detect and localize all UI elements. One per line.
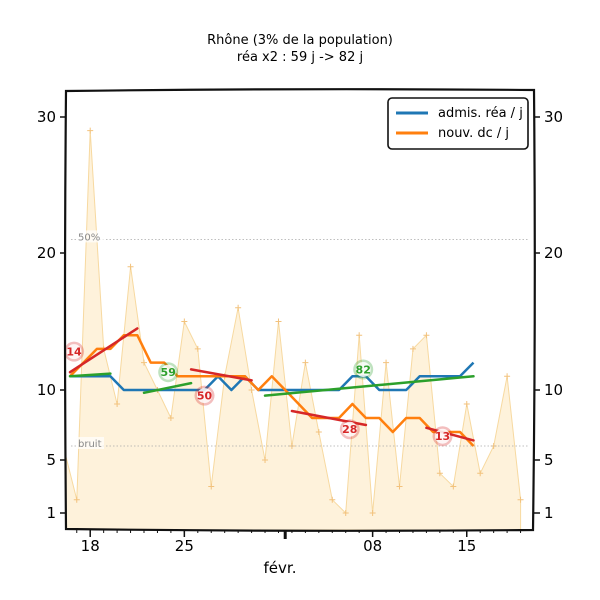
raw-point bbox=[409, 345, 416, 352]
raw-point bbox=[369, 510, 376, 516]
raw-point bbox=[477, 470, 484, 477]
x-tick-label: 18 bbox=[81, 537, 100, 555]
y-tick-label-left: 20 bbox=[37, 244, 56, 262]
y-tick-label-right: 10 bbox=[544, 381, 563, 399]
y-tick-label-left: 5 bbox=[46, 451, 56, 469]
raw-point bbox=[517, 496, 524, 503]
trend-line bbox=[189, 368, 253, 382]
badge-circle-inner bbox=[160, 364, 176, 380]
badge-label: 13 bbox=[435, 430, 450, 443]
raw-point bbox=[127, 263, 134, 270]
y-tick-label-right: 20 bbox=[544, 244, 563, 262]
badge-circle-inner bbox=[355, 361, 371, 377]
raw-area bbox=[66, 130, 522, 530]
x-tick-label: 25 bbox=[175, 537, 194, 555]
raw-point bbox=[181, 318, 188, 325]
legend-label: nouv. dc / j bbox=[438, 126, 509, 141]
plot-frame bbox=[63, 88, 536, 532]
y-tick-label-left: 10 bbox=[37, 381, 56, 399]
x-tick-label: 08 bbox=[363, 537, 382, 555]
raw-point bbox=[396, 483, 403, 490]
badge-label: 82 bbox=[356, 363, 371, 376]
raw-point bbox=[356, 332, 363, 339]
raw-point bbox=[436, 470, 443, 477]
chart-title: Rhône (3% de la population) bbox=[207, 33, 393, 48]
raw-point bbox=[342, 510, 349, 516]
trend-line bbox=[425, 426, 475, 442]
badge-label: 59 bbox=[161, 366, 176, 379]
raw-point bbox=[275, 318, 282, 325]
badge-label: 50 bbox=[197, 390, 213, 403]
legend: admis. réa / j nouv. dc / j bbox=[387, 97, 529, 150]
legend-label: admis. réa / j bbox=[438, 106, 523, 121]
raw-point bbox=[208, 483, 215, 490]
trend-line bbox=[142, 381, 193, 395]
series-line-nouv-dc bbox=[69, 333, 475, 447]
raw-point bbox=[450, 483, 457, 490]
raw-point bbox=[167, 415, 174, 421]
reference-label-bg bbox=[76, 437, 104, 449]
raw-point bbox=[423, 332, 430, 339]
y-tick-label-left: 1 bbox=[46, 504, 56, 522]
badge-circle-inner bbox=[342, 421, 358, 437]
reference-label-bg bbox=[76, 230, 104, 243]
reference-label: bruit bbox=[78, 439, 102, 450]
raw-point bbox=[194, 345, 201, 352]
raw-point bbox=[248, 387, 255, 393]
raw-point bbox=[302, 359, 309, 366]
raw-point bbox=[329, 496, 336, 503]
raw-point bbox=[504, 373, 511, 380]
raw-point bbox=[383, 359, 390, 366]
trend-line bbox=[68, 327, 139, 374]
y-tick-label-left: 30 bbox=[37, 108, 56, 126]
badge-circle-inner bbox=[435, 428, 451, 444]
badge-circle-inner bbox=[66, 344, 82, 360]
raw-point bbox=[463, 401, 470, 407]
raw-point bbox=[315, 429, 322, 435]
y-tick-label-right: 1 bbox=[544, 504, 554, 522]
raw-point bbox=[141, 359, 147, 366]
raw-point bbox=[87, 127, 94, 134]
badge-label: 28 bbox=[342, 423, 357, 436]
reference-label: 50% bbox=[78, 232, 100, 243]
legend-box bbox=[387, 97, 529, 150]
x-tick-label: 15 bbox=[457, 537, 476, 555]
trend-line bbox=[290, 409, 368, 427]
series-line-admis-rea bbox=[70, 361, 475, 392]
raw-point bbox=[73, 496, 80, 503]
x-axis-label: févr. bbox=[264, 559, 297, 577]
raw-point bbox=[235, 304, 242, 311]
badge-circle-inner bbox=[197, 388, 213, 404]
y-tick-label-right: 30 bbox=[544, 108, 563, 126]
badge-label: 14 bbox=[66, 346, 82, 359]
raw-point bbox=[114, 401, 121, 407]
raw-point bbox=[262, 457, 269, 463]
trend-line bbox=[263, 375, 475, 397]
trend-line bbox=[68, 372, 112, 378]
plot-area: 50% bruit 14 59 50 28 82 13 bbox=[66, 127, 529, 530]
y-tick-label-right: 5 bbox=[544, 451, 554, 469]
chart-subtitle: réa x2 : 59 j -> 82 j bbox=[237, 50, 363, 65]
